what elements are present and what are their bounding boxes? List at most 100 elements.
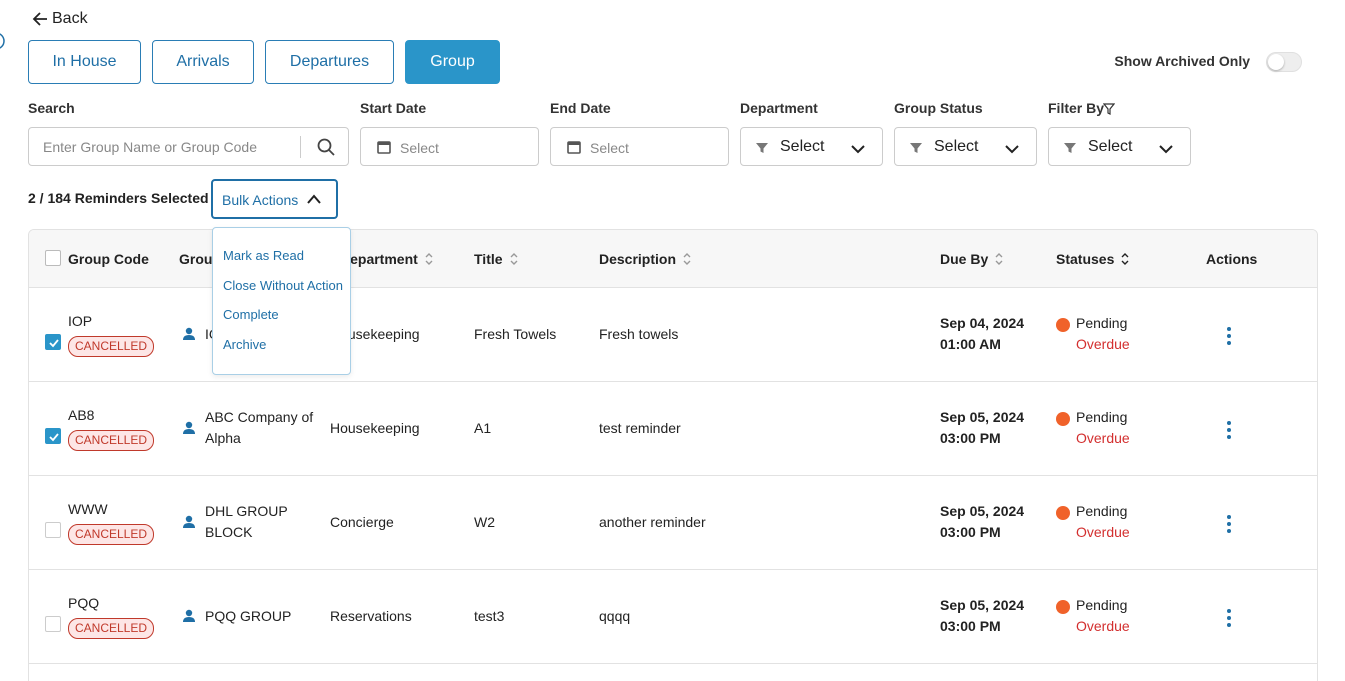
- person-icon: [183, 609, 195, 622]
- back-arrow: [32, 12, 47, 26]
- title: test3: [474, 608, 505, 624]
- row-actions: [1227, 515, 1231, 533]
- title: W2: [474, 514, 495, 530]
- date-placeholder: Select: [400, 140, 439, 156]
- column-header[interactable]: Department: [340, 251, 418, 267]
- department: Housekeeping: [330, 420, 420, 436]
- date-placeholder: Select: [590, 140, 629, 156]
- description: another reminder: [599, 514, 706, 530]
- filter-input[interactable]: Select: [550, 127, 729, 166]
- column-header[interactable]: Statuses: [1056, 251, 1115, 267]
- bulk-actions-button[interactable]: Bulk Actions: [211, 179, 338, 219]
- funnel-icon: [1064, 143, 1076, 153]
- tab[interactable]: Departures: [265, 40, 394, 84]
- column-header[interactable]: Title: [474, 251, 503, 267]
- status: Pending: [1076, 503, 1128, 519]
- row-actions: [1227, 421, 1231, 439]
- selection-count: 2 / 184 Reminders Selected: [28, 190, 209, 206]
- filter-input[interactable]: Select: [360, 127, 539, 166]
- status-badge: CANCELLED: [68, 336, 154, 357]
- status-dot: [1056, 600, 1070, 614]
- side-handle: [0, 33, 5, 49]
- divider: [300, 136, 301, 158]
- group-name: DHL GROUP: [205, 503, 288, 519]
- funnel-icon: [910, 143, 922, 153]
- select-placeholder: Select: [934, 138, 979, 155]
- title: A1: [474, 420, 492, 436]
- header-checkbox[interactable]: [45, 250, 61, 266]
- row-checkbox[interactable]: [45, 428, 61, 444]
- column-header: Actions: [1206, 251, 1258, 267]
- filter-input[interactable]: Select: [894, 127, 1037, 166]
- row-divider: [28, 569, 1318, 570]
- chevron-down: [851, 145, 865, 154]
- department: Reservations: [330, 608, 412, 624]
- filter-label: Department: [740, 100, 818, 116]
- due-by: 03:00 PM: [940, 430, 1001, 446]
- filter-label: Group Status: [894, 100, 983, 116]
- tab[interactable]: Group: [405, 40, 500, 84]
- search-placeholder: Enter Group Name or Group Code: [43, 139, 257, 155]
- description: qqqq: [599, 608, 631, 624]
- status: Pending: [1076, 315, 1128, 331]
- due-by: Sep 04, 2024: [940, 315, 1025, 331]
- row-checkbox[interactable]: [45, 616, 61, 632]
- calendar-icon: [567, 141, 581, 154]
- row-divider: [28, 381, 1318, 382]
- sort-icon: [683, 253, 691, 265]
- filter-input[interactable]: Enter Group Name or Group Code: [28, 127, 349, 166]
- sort-icon: [425, 253, 433, 265]
- department: Concierge: [330, 514, 394, 530]
- due-by: 01:00 AM: [940, 336, 1001, 352]
- due-by: Sep 05, 2024: [940, 597, 1025, 613]
- filter-label: Start Date: [360, 100, 427, 116]
- row-actions: [1227, 609, 1231, 627]
- overdue: Overdue: [1076, 618, 1130, 634]
- group-name: BLOCK: [205, 524, 253, 540]
- row-checkbox[interactable]: [45, 334, 61, 350]
- bulk-action-item[interactable]: Archive: [223, 336, 267, 352]
- group-code: AB8: [68, 407, 95, 423]
- select-placeholder: Select: [1088, 138, 1133, 155]
- bulk-actions-label: Bulk Actions: [222, 192, 299, 208]
- toggle-knob: [1268, 54, 1284, 70]
- bulk-actions-menu: Mark as Read Close Without Action Complete…: [212, 227, 351, 375]
- bulk-action-item[interactable]: Complete: [223, 307, 279, 322]
- tab[interactable]: In House: [28, 40, 141, 84]
- tab[interactable]: Arrivals: [152, 40, 254, 84]
- back-link[interactable]: Back: [52, 10, 88, 27]
- column-header[interactable]: Due By: [940, 251, 989, 267]
- column-header[interactable]: Description: [599, 251, 677, 267]
- filter-label: Search: [28, 100, 75, 116]
- overdue: Overdue: [1076, 336, 1130, 352]
- filter-input[interactable]: Select: [1048, 127, 1191, 166]
- description: Fresh towels: [599, 326, 679, 342]
- overdue: Overdue: [1076, 430, 1130, 446]
- status-dot: [1056, 318, 1070, 332]
- bulk-action-item[interactable]: Mark as Read: [223, 248, 304, 263]
- filter-label: End Date: [550, 100, 611, 116]
- funnel-icon: [756, 143, 768, 153]
- person-icon: [183, 421, 195, 434]
- row-divider: [28, 663, 1318, 664]
- overdue: Overdue: [1076, 524, 1130, 540]
- chevron-down: [1159, 145, 1173, 154]
- archived-label: Show Archived Only: [1114, 53, 1250, 69]
- row-checkbox[interactable]: [45, 522, 61, 538]
- due-by: Sep 05, 2024: [940, 409, 1025, 425]
- filter-input[interactable]: Select: [740, 127, 883, 166]
- filter-label: Filter By: [1048, 100, 1105, 116]
- filter-by-icon: [1103, 103, 1115, 115]
- chevron-down: [1005, 145, 1019, 154]
- person-icon: [183, 327, 195, 340]
- status-dot: [1056, 412, 1070, 426]
- search-icon: [317, 138, 335, 156]
- person-icon: [183, 515, 195, 528]
- status: Pending: [1076, 597, 1128, 613]
- bulk-action-item[interactable]: Close Without Action: [223, 277, 343, 293]
- chevron-up: [307, 194, 321, 204]
- select-placeholder: Select: [780, 138, 825, 155]
- sort-icon: [510, 253, 518, 265]
- row-actions: [1227, 327, 1231, 345]
- status-badge: CANCELLED: [68, 524, 154, 545]
